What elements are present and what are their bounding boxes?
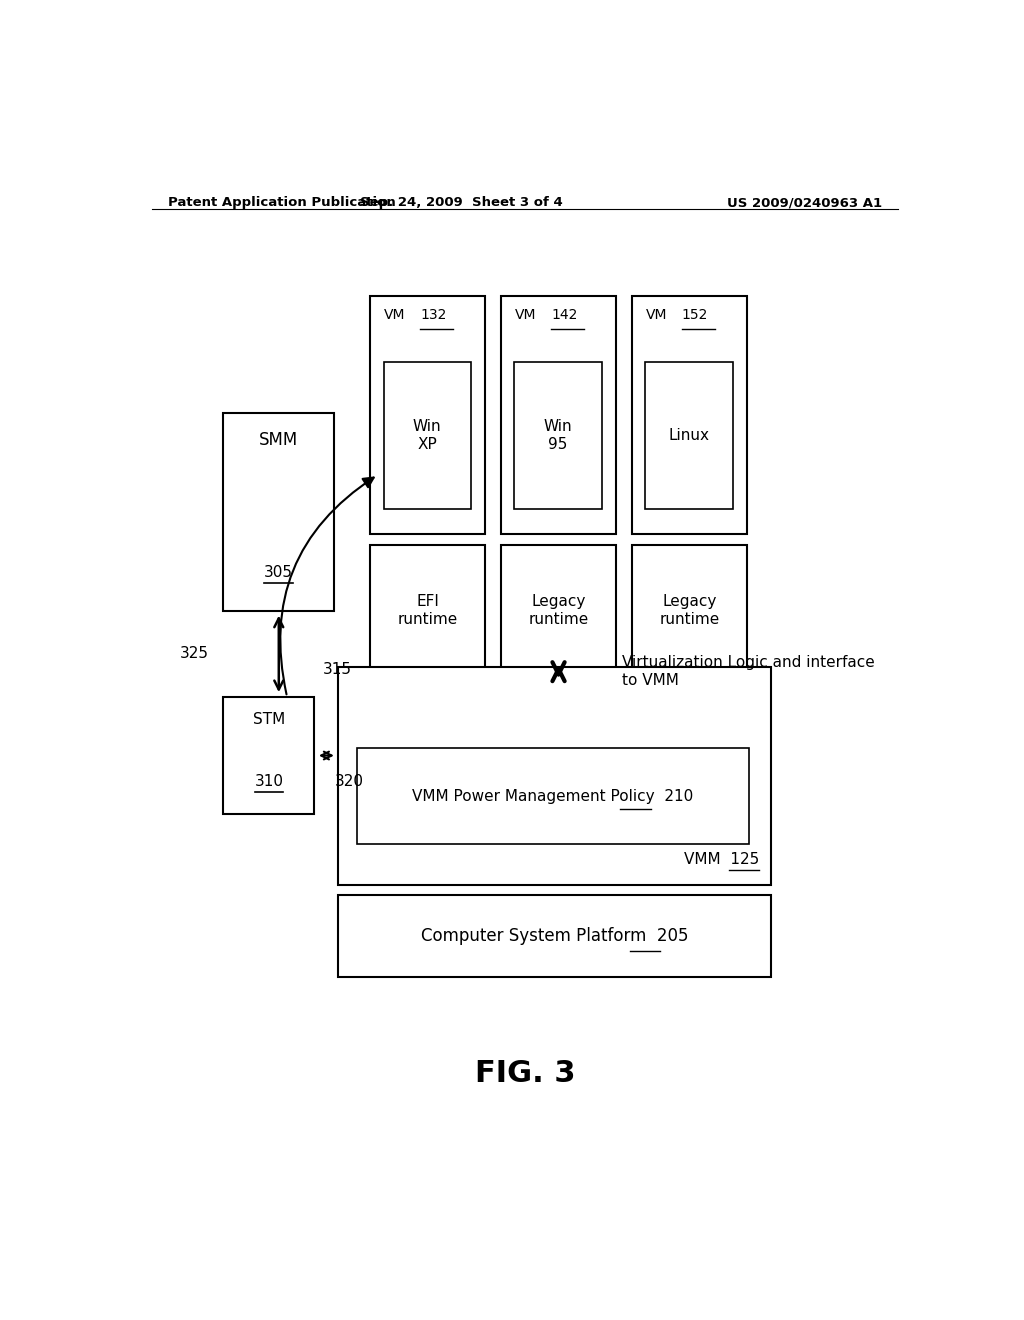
Bar xyxy=(632,296,748,535)
Text: SMM: SMM xyxy=(259,430,298,449)
Bar xyxy=(501,545,616,677)
Text: VMM Power Management Policy  210: VMM Power Management Policy 210 xyxy=(413,788,693,804)
Text: 325: 325 xyxy=(180,647,209,661)
Text: VM: VM xyxy=(646,308,668,322)
Text: Legacy
runtime: Legacy runtime xyxy=(659,594,720,627)
Bar xyxy=(338,895,771,977)
Text: Win
XP: Win XP xyxy=(413,420,441,451)
Bar xyxy=(514,362,602,510)
Text: 152: 152 xyxy=(682,308,709,322)
FancyArrowPatch shape xyxy=(281,478,374,694)
Bar xyxy=(223,697,314,814)
Bar xyxy=(501,296,616,535)
Bar xyxy=(356,748,750,845)
Text: Virtualization Logic and interface
to VMM: Virtualization Logic and interface to VM… xyxy=(622,656,874,688)
Text: 132: 132 xyxy=(420,308,446,322)
Text: 142: 142 xyxy=(551,308,578,322)
Text: Computer System Platform  205: Computer System Platform 205 xyxy=(421,927,688,945)
Text: VM: VM xyxy=(384,308,406,322)
Bar xyxy=(632,545,748,677)
Text: VM: VM xyxy=(515,308,537,322)
Text: FIG. 3: FIG. 3 xyxy=(474,1059,575,1088)
Bar xyxy=(338,667,771,886)
Text: Linux: Linux xyxy=(669,428,710,444)
Bar xyxy=(370,296,485,535)
Text: VMM  125: VMM 125 xyxy=(684,851,759,867)
Text: 310: 310 xyxy=(254,774,284,788)
Text: EFI
runtime: EFI runtime xyxy=(397,594,458,627)
Bar xyxy=(384,362,471,510)
Text: STM: STM xyxy=(253,713,285,727)
Text: 320: 320 xyxy=(334,774,364,789)
Text: Sep. 24, 2009  Sheet 3 of 4: Sep. 24, 2009 Sheet 3 of 4 xyxy=(360,195,562,209)
Bar xyxy=(223,413,334,611)
Bar xyxy=(645,362,733,510)
Bar xyxy=(370,545,485,677)
Text: 315: 315 xyxy=(323,661,351,677)
Text: Legacy
runtime: Legacy runtime xyxy=(528,594,589,627)
Text: 305: 305 xyxy=(264,565,293,581)
Text: Win
95: Win 95 xyxy=(544,420,572,451)
Text: US 2009/0240963 A1: US 2009/0240963 A1 xyxy=(727,195,882,209)
Text: Patent Application Publication: Patent Application Publication xyxy=(168,195,395,209)
